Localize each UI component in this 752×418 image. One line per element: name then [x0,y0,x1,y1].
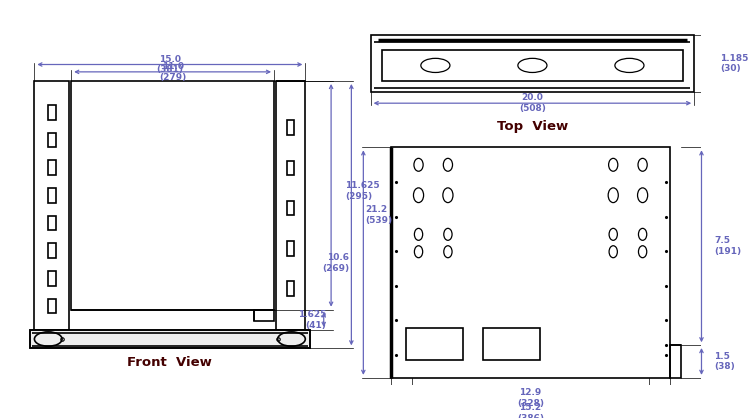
Bar [483,328,540,360]
Bar [287,241,294,255]
Text: 7.5: 7.5 [714,236,730,245]
Bar [287,120,294,135]
Bar [48,271,56,285]
Text: (508): (508) [519,104,546,113]
Text: (328): (328) [517,399,544,408]
Text: 20.0: 20.0 [521,93,544,102]
Text: 1.185: 1.185 [720,54,748,63]
Bar [253,310,274,321]
Text: (381): (381) [156,65,183,74]
Text: (539): (539) [365,216,393,224]
Text: 15.0: 15.0 [159,55,181,64]
Text: 1.5: 1.5 [714,352,730,361]
Bar [382,50,683,81]
Bar [48,161,56,175]
Bar [287,201,294,215]
Text: Front  View: Front View [127,356,212,369]
Text: (295): (295) [345,191,372,201]
Text: 1.625: 1.625 [298,310,326,319]
Bar [48,298,56,313]
Bar [48,133,56,148]
Text: (41): (41) [305,321,326,330]
Text: (386): (386) [517,414,544,418]
Bar [30,330,310,348]
Bar [276,81,305,330]
Bar [48,216,56,230]
Text: 11.625: 11.625 [345,181,380,190]
Text: (191): (191) [714,247,741,256]
Bar [71,81,274,310]
Bar [30,330,310,348]
Bar [287,161,294,175]
Text: (279): (279) [159,73,186,82]
Bar [48,105,56,120]
Text: Top  View: Top View [497,120,568,133]
Text: 10.6: 10.6 [328,252,350,262]
Text: (38): (38) [714,362,735,371]
Text: 11.0: 11.0 [162,62,183,71]
Bar [48,188,56,203]
Bar [371,35,694,92]
Bar [35,81,69,330]
Text: 12.9: 12.9 [520,388,541,397]
Bar [287,281,294,296]
Text: 21.2: 21.2 [365,205,387,214]
Bar [48,243,56,258]
Text: (30): (30) [720,64,741,74]
Text: (269): (269) [323,263,350,273]
Text: 15.2: 15.2 [520,403,541,412]
Bar [405,328,462,360]
Bar [670,345,681,378]
Bar [391,148,670,378]
